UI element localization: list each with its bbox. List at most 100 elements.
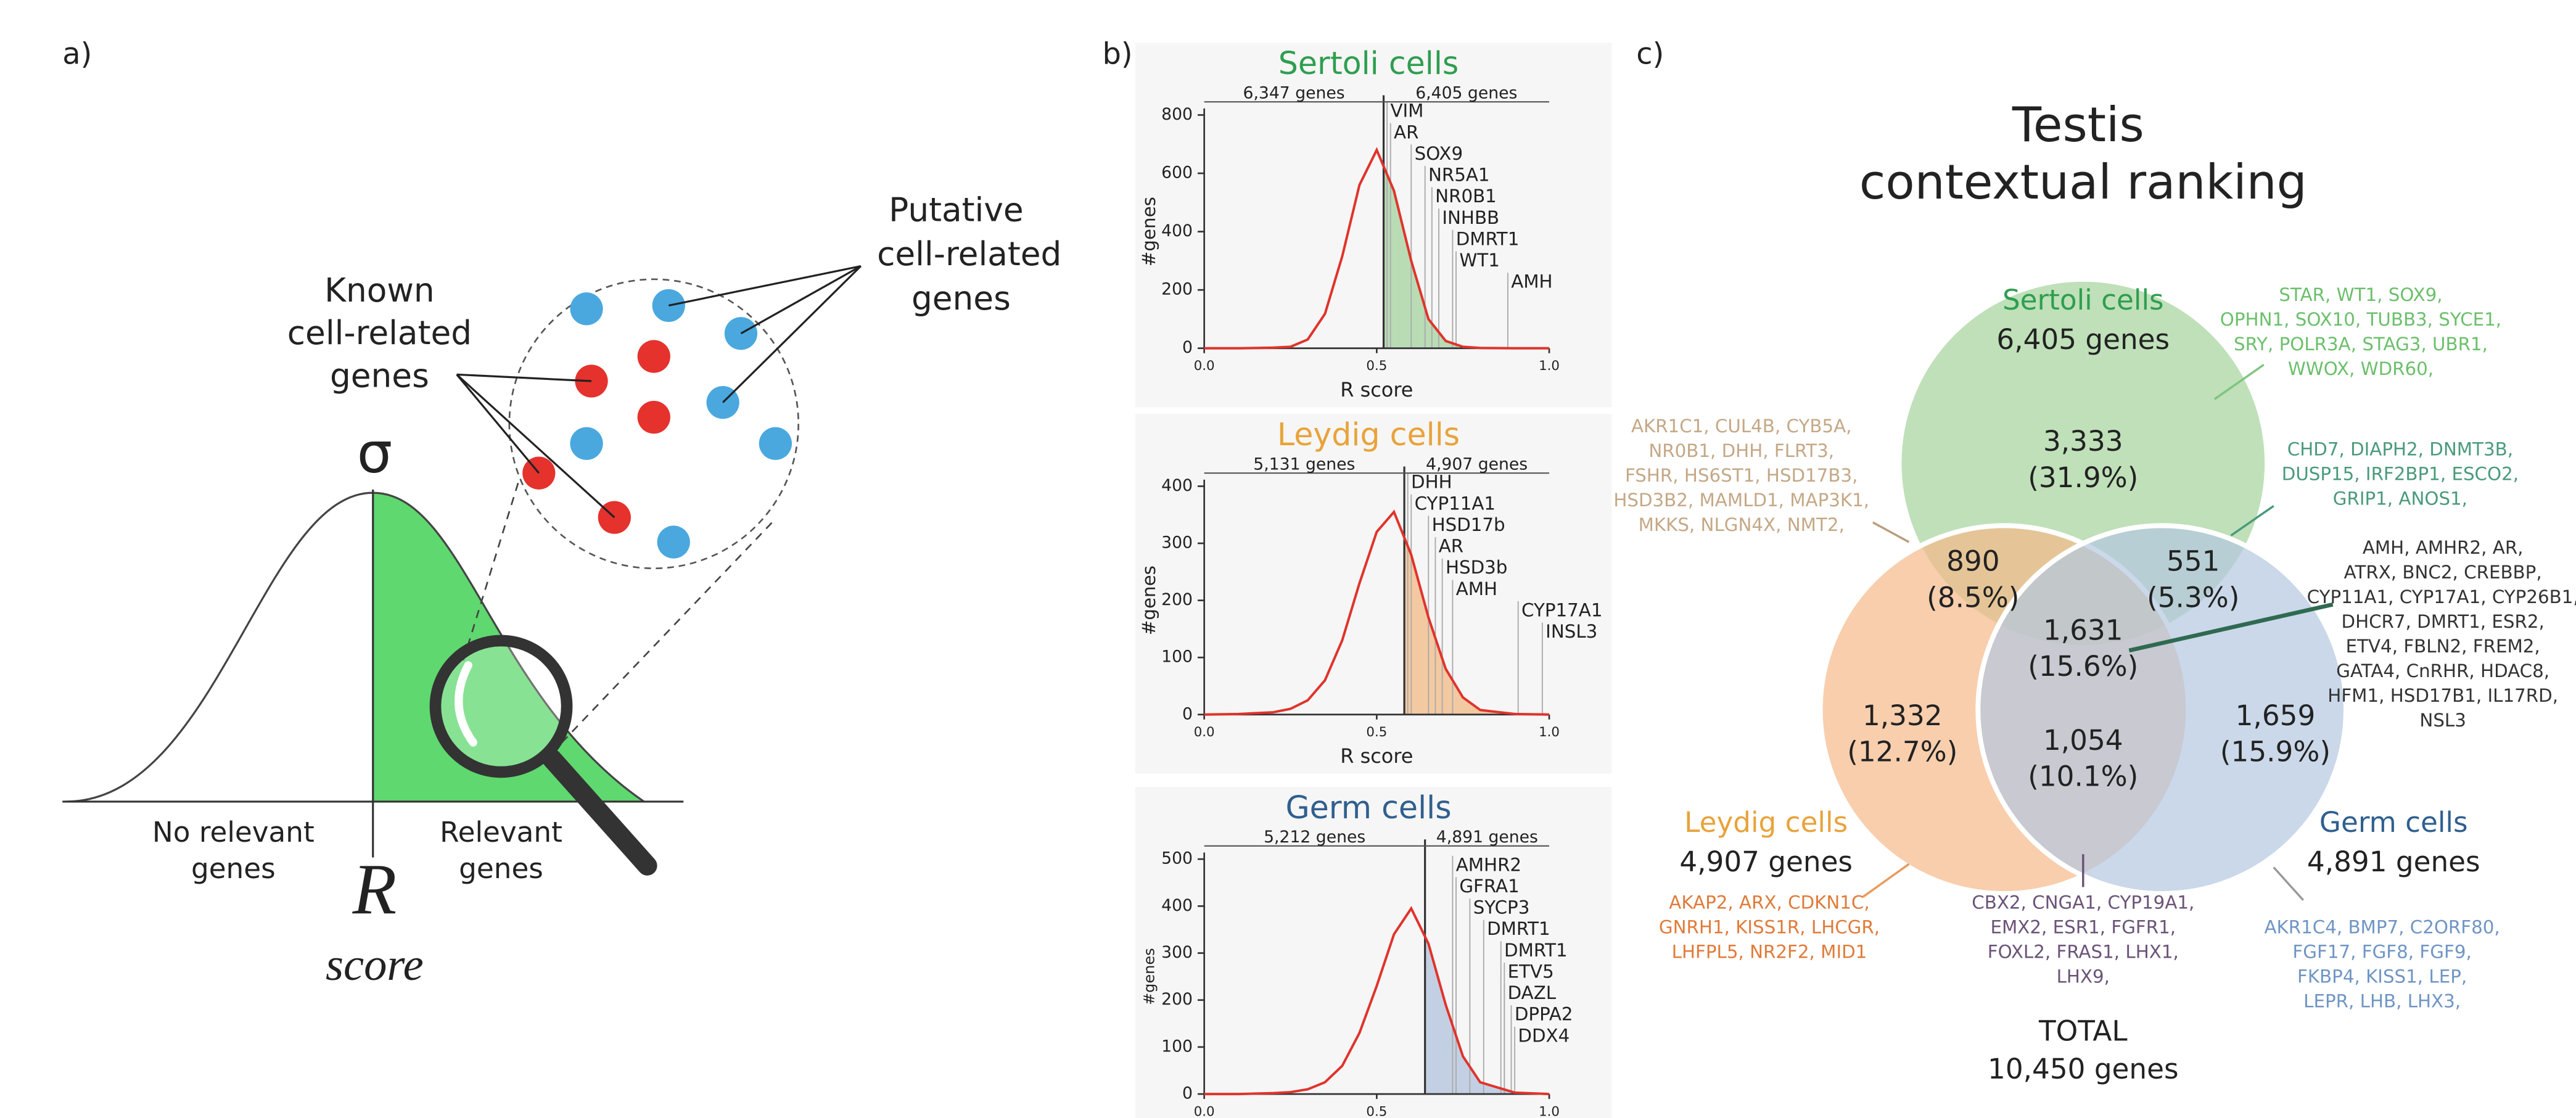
area	[1404, 537, 1550, 715]
gene-list-line: AKR1C1, CUL4B, CYB5A,	[1631, 416, 1852, 437]
total-label: TOTAL	[2038, 1015, 2128, 1048]
axis-symbol: R	[352, 850, 397, 929]
region-percent: (8.5%)	[1927, 581, 2019, 614]
pointer	[456, 374, 615, 519]
x-tick-label: 0.5	[1366, 358, 1387, 374]
x-axis-label: R score	[1340, 378, 1413, 401]
known-label: genes	[330, 356, 429, 395]
region-count: 1,054	[2043, 724, 2123, 757]
leader	[2230, 505, 2274, 536]
chart-background	[1135, 786, 1612, 1118]
putative-label: genes	[911, 279, 1011, 318]
gene-list-line: AMH, AMHR2, AR,	[2363, 537, 2524, 558]
gene-list-line: CHD7, DIAPH2, DNMT3B,	[2287, 438, 2513, 459]
y-tick-label: 400	[1161, 221, 1193, 240]
set-count: 4,907 genes	[1679, 845, 1853, 878]
marker-label: ETV5	[1508, 961, 1554, 982]
x-tick-label: 0.5	[1366, 1104, 1387, 1118]
y-axis-label: #genes	[1138, 565, 1159, 635]
gene-list-line: AKAP2, ARX, CDKN1C,	[1669, 892, 1869, 913]
dot	[724, 317, 758, 350]
total-count: 10,450 genes	[1988, 1053, 2178, 1085]
gene-list-line: CYP11A1, CYP17A1, CYP26B1,	[2307, 586, 2576, 607]
dot	[575, 364, 608, 398]
count-label: 4,907 genes	[1426, 454, 1528, 474]
gene-list-line: HFM1, HSD17B1, IL17RD,	[2327, 685, 2558, 706]
histogram-chart: Sertoli cells VIMARSOX9NR5A1NR0B1INHBBDMR…	[1135, 43, 1612, 408]
set-name: Sertoli cells	[2002, 284, 2164, 316]
set-name: Germ cells	[2319, 806, 2468, 839]
panel-a: a)	[62, 38, 1061, 990]
leader	[2213, 363, 2265, 400]
y-tick-label: 600	[1161, 163, 1193, 183]
pointer	[456, 374, 540, 474]
marker-label: DAZL	[1508, 982, 1557, 1003]
y-tick-label: 100	[1161, 647, 1193, 667]
fitted-curve	[1204, 906, 1550, 1096]
marker-label: AMH	[1511, 271, 1552, 292]
gene-list-line: HSD3B2, MAMLD1, MAP3K1,	[1613, 490, 1869, 511]
leader	[1872, 521, 1910, 543]
marker-label: AR	[1439, 536, 1463, 557]
dot	[637, 340, 670, 373]
region-count: 890	[1946, 545, 1999, 578]
gene-list-line: EMX2, ESR1, FGFR1,	[1991, 917, 2176, 938]
venn-circle	[1975, 523, 2348, 897]
gene-list-line: GATA4, CnRHR, HDAC8,	[2336, 660, 2549, 681]
pointer	[668, 265, 862, 307]
gene-list-line: DUSP15, IRF2BP1, ESCO2,	[2282, 463, 2519, 484]
gene-list-line: AKR1C4, BMP7, C2ORF80,	[2264, 917, 2500, 938]
y-tick-label: 800	[1161, 105, 1193, 124]
marker-label: INSL3	[1545, 621, 1597, 642]
sigma: σ	[357, 421, 392, 485]
marker-label: SOX9	[1415, 143, 1463, 164]
y-tick-label: 200	[1161, 990, 1193, 1009]
y-axis-label: #genes	[1138, 197, 1159, 266]
gene-list-line: LHX9,	[2057, 966, 2110, 987]
chart-background	[1135, 414, 1612, 774]
y-tick-label: 0	[1182, 1084, 1193, 1103]
known-label: Known	[324, 271, 435, 310]
pointer	[740, 265, 862, 335]
panel-label: b)	[1102, 38, 1132, 72]
y-tick-label: 200	[1161, 590, 1193, 609]
gene-list-line: GRIP1, ANOS1,	[2333, 488, 2467, 509]
y-tick-label: 200	[1161, 280, 1193, 299]
panel-label: a)	[62, 38, 92, 72]
leader	[2273, 866, 2305, 901]
gene-list-line: WWOX, WDR60,	[2288, 358, 2434, 379]
x-tick-label: 0.0	[1194, 725, 1215, 740]
dot	[759, 427, 792, 460]
y-tick-label: 100	[1161, 1037, 1193, 1056]
magnifier-handle	[542, 749, 657, 876]
y-tick-label: 500	[1161, 849, 1193, 868]
region-count: 1,332	[1862, 699, 1943, 732]
dot	[570, 292, 603, 326]
gene-list-line: STAR, WT1, SOX9,	[2279, 284, 2442, 305]
histogram-chart: Germ cellsAMHR2GFRA1SYCP3DMRT1DMRT1ETV5D…	[1135, 786, 1612, 1118]
gene-list-line: FKBP4, KISS1, LEP,	[2297, 966, 2467, 987]
dot	[637, 400, 670, 434]
region-count: 551	[2167, 545, 2220, 578]
zoom-line	[462, 479, 521, 661]
chart-title: Germ cells	[1285, 789, 1451, 826]
gene-list-line: NR0B1, DHH, FLRT3,	[1648, 440, 1834, 461]
region-count: 1,631	[2043, 614, 2123, 647]
marker-label: DPPA2	[1515, 1004, 1573, 1025]
fitted-curve	[1204, 509, 1550, 716]
y-tick-label: 0	[1182, 338, 1193, 357]
panel-label: c)	[1636, 38, 1664, 72]
known-label: cell-related	[287, 314, 472, 352]
x-axis-label: R score	[1340, 744, 1413, 768]
y-tick-label: 300	[1161, 533, 1193, 553]
pointer	[722, 265, 862, 403]
count-label: 5,212 genes	[1264, 828, 1365, 847]
fitted-curve	[1204, 147, 1550, 350]
putative-label: cell-related	[877, 235, 1061, 273]
marker-label: WT1	[1459, 250, 1500, 271]
count-label: 4,891 genes	[1436, 828, 1538, 847]
region-percent: (10.1%)	[2028, 760, 2138, 793]
gene-list-line: NSL3	[2419, 710, 2466, 731]
